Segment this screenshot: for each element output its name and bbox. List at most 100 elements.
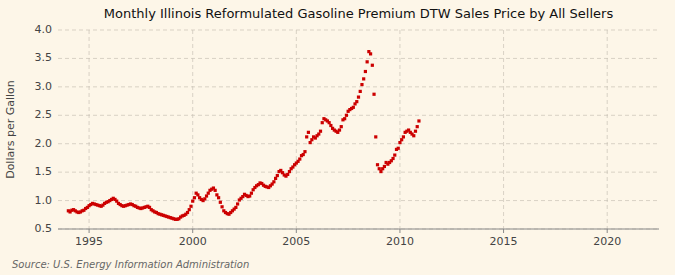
x-tick [296, 229, 297, 233]
x-grid-line [399, 30, 400, 229]
points [67, 50, 421, 221]
point [309, 141, 312, 144]
point [376, 163, 379, 166]
x-tick [399, 229, 400, 233]
y-grid-line [58, 86, 659, 87]
y-tick-label: 1.0 [35, 194, 53, 207]
y-tick-label: 2.5 [35, 108, 53, 121]
point [328, 121, 331, 124]
point [338, 128, 341, 131]
x-tick [607, 229, 608, 233]
point [302, 153, 305, 156]
x-grid-line [296, 30, 297, 229]
point [250, 192, 253, 195]
x-grid-line [607, 30, 608, 229]
point [298, 157, 301, 160]
point [329, 124, 332, 127]
point [214, 189, 217, 192]
point [248, 194, 251, 197]
point [193, 196, 196, 199]
y-tick-label: 3.0 [35, 80, 53, 93]
x-grid-line [503, 30, 504, 229]
point [345, 114, 348, 117]
point [372, 93, 375, 96]
point [371, 64, 374, 67]
y-tick-label: 2.0 [35, 137, 53, 150]
point [352, 106, 355, 109]
y-grid-line [58, 30, 659, 31]
point [274, 177, 277, 180]
y-tick-label: 1.5 [35, 165, 53, 178]
y-tick-label: 3.5 [35, 51, 53, 64]
source-note: Source: U.S. Energy Information Administ… [12, 259, 249, 270]
point [303, 150, 306, 153]
point [417, 119, 420, 122]
point [220, 205, 223, 208]
point [188, 208, 191, 211]
y-grid-line [58, 172, 659, 173]
point [355, 100, 358, 103]
point [374, 135, 377, 138]
point [286, 173, 289, 176]
point [357, 95, 360, 98]
background [0, 0, 675, 275]
x-tick-label: 2015 [490, 235, 518, 248]
point [321, 121, 324, 124]
x-tick-label: 1995 [75, 235, 103, 248]
y-grid-line [58, 58, 659, 59]
x-tick-label: 2020 [593, 235, 621, 248]
point [305, 135, 308, 138]
point [416, 125, 419, 128]
point [317, 132, 320, 135]
y-axis-label: Dollars per Gallon [4, 80, 17, 179]
x-axis-line [58, 229, 659, 230]
point [362, 77, 365, 80]
title: Monthly Illinois Reformulated Gasoline P… [104, 6, 614, 21]
point [364, 70, 367, 73]
point [186, 211, 189, 214]
chart: 0.51.01.52.02.53.03.54.01995200020052010… [0, 0, 675, 275]
point [207, 192, 210, 195]
point [398, 141, 401, 144]
point [400, 138, 403, 141]
point [369, 52, 372, 55]
y-grid-line [58, 229, 659, 230]
point [319, 130, 322, 133]
point [310, 138, 313, 141]
x-tick-label: 2000 [179, 235, 207, 248]
y-tick-label: 0.5 [35, 222, 53, 235]
y-grid-line [58, 200, 659, 201]
point [414, 130, 417, 133]
point [205, 194, 208, 197]
point [378, 167, 381, 170]
grid [58, 30, 659, 229]
point [393, 153, 396, 156]
point [236, 202, 239, 205]
point [366, 60, 369, 63]
point [402, 135, 405, 138]
point [379, 170, 382, 173]
x-tick [192, 229, 193, 233]
x-tick-label: 2010 [386, 235, 414, 248]
axes: 0.51.01.52.02.53.03.54.01995200020052010… [35, 23, 660, 248]
point [288, 170, 291, 173]
point [196, 193, 199, 196]
point [391, 157, 394, 160]
point [340, 125, 343, 128]
point [217, 196, 220, 199]
x-tick-label: 2005 [282, 235, 310, 248]
point [189, 205, 192, 208]
y-grid-line [58, 115, 659, 116]
point [383, 165, 386, 168]
point [276, 174, 279, 177]
point [360, 83, 363, 86]
y-grid-line [58, 143, 659, 144]
point [234, 206, 237, 209]
point [203, 197, 206, 200]
x-tick [503, 229, 504, 233]
x-grid-line [89, 30, 90, 229]
point [412, 134, 415, 137]
point [307, 131, 310, 134]
point [359, 90, 362, 93]
x-tick [89, 229, 90, 233]
